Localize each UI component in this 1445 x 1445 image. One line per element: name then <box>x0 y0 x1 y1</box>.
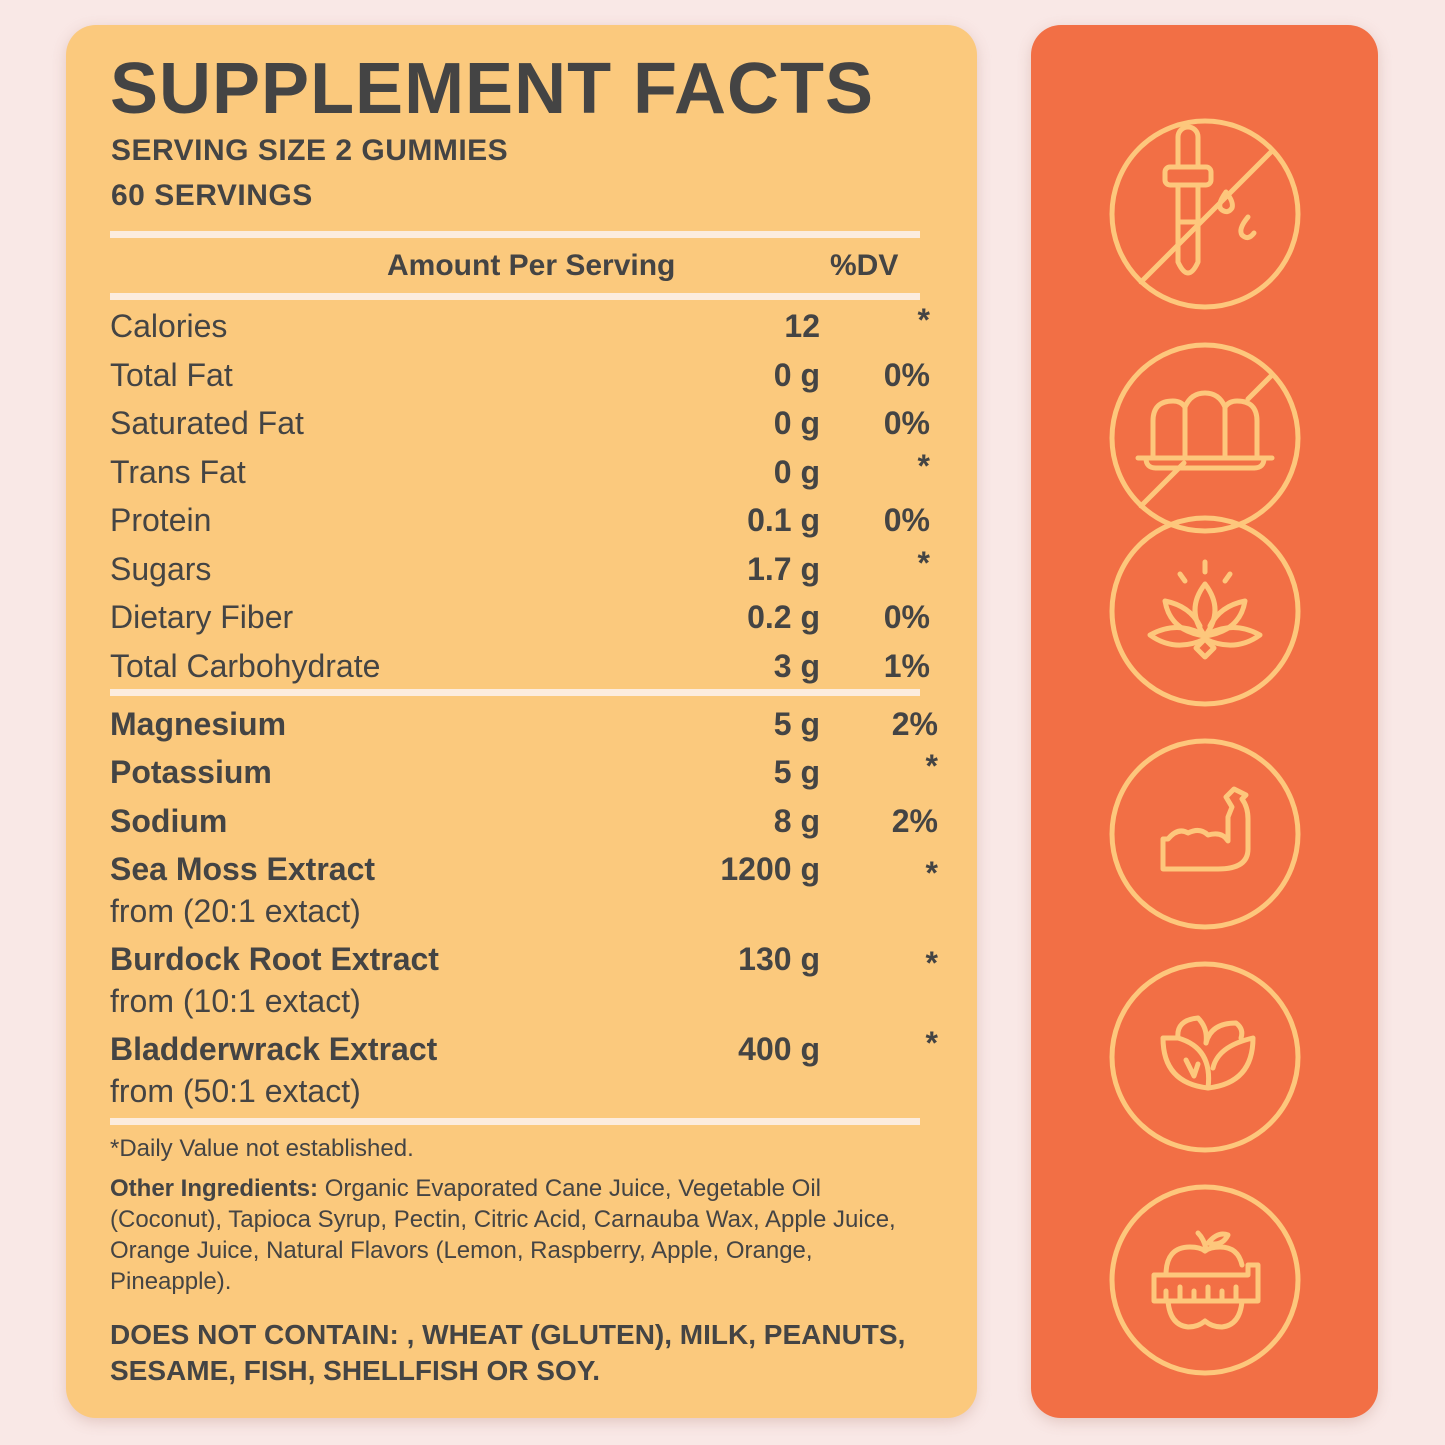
table-row: Magnesium 5 g 2% <box>110 702 938 746</box>
column-header-dv: %DV <box>830 249 899 282</box>
nutrient-dv: 0% <box>883 405 930 441</box>
nutrient-amount: 0 g <box>773 405 820 441</box>
nutrient-label: Saturated Fat <box>110 405 304 441</box>
table-row: Protein 0.1 g 0% <box>110 498 930 542</box>
ingredient-amount: 130 g <box>738 941 820 977</box>
other-ingredients: Other Ingredients: Organic Evaporated Ca… <box>110 1173 930 1297</box>
ingredient-amount: 8 g <box>773 803 820 839</box>
ingredient-dv: * <box>925 1025 938 1061</box>
nutrient-label: Total Carbohydrate <box>110 648 381 684</box>
nutrient-dv: 0% <box>883 599 930 635</box>
nutrient-amount: 3 g <box>773 648 820 684</box>
no-gelatin-icon <box>1108 341 1302 535</box>
ingredient-amount: 5 g <box>773 706 820 742</box>
table-row: Dietary Fiber 0.2 g 0% <box>110 595 930 639</box>
feature-badge-panel <box>1031 25 1378 1418</box>
other-ingredients-label: Other Ingredients: <box>110 1175 319 1202</box>
ingredient-amount: 5 g <box>773 754 820 790</box>
table-row: Sea Moss Extract from (20:1 extact) 1200… <box>110 847 938 929</box>
table-row: Bladderwrack Extract from (50:1 extact) … <box>110 1025 938 1109</box>
ingredient-dv: 2% <box>891 706 938 742</box>
divider <box>110 231 920 238</box>
allergen-statement: DOES NOT CONTAIN: , WHEAT (GLUTEN), MILK… <box>110 1319 906 1386</box>
table-row: Burdock Root Extract from (10:1 extact) … <box>110 937 938 1019</box>
nutrient-dv: 0% <box>883 357 930 393</box>
ingredient-dv: * <box>925 748 938 784</box>
nutrient-label: Dietary Fiber <box>110 599 294 635</box>
flexed-arm-icon <box>1108 737 1302 931</box>
ingredient-label: Bladderwrack Extract <box>110 1031 438 1067</box>
supplement-facts-card: SUPPLEMENT FACTS SERVING SIZE 2 GUMMIES … <box>66 25 977 1418</box>
ingredient-amount: 400 g <box>738 1031 820 1067</box>
ingredient-label: Sea Moss Extract <box>110 851 376 887</box>
lotus-icon <box>1108 514 1302 708</box>
daily-value-footnote: *Daily Value not established. <box>110 1135 414 1162</box>
ingredient-label: Potassium <box>110 754 272 790</box>
nutrient-dv: * <box>917 448 930 484</box>
ingredient-source: from (20:1 extact) <box>110 893 361 929</box>
divider <box>110 689 920 696</box>
table-row: Sodium 8 g 2% <box>110 799 938 843</box>
table-row: Trans Fat 0 g * <box>110 448 930 494</box>
ingredient-label: Sodium <box>110 803 228 839</box>
nutrient-label: Protein <box>110 502 212 538</box>
servings-count: 60 SERVINGS <box>111 179 313 212</box>
leaves-icon <box>1108 960 1302 1154</box>
table-row: Potassium 5 g * <box>110 748 938 794</box>
other-ingredients-text: Organic Evaporated Cane Juice, Vegetable… <box>110 1175 896 1295</box>
nutrient-amount: 1.7 g <box>747 551 820 587</box>
ingredient-source: from (50:1 extact) <box>110 1073 361 1109</box>
nutrient-label: Trans Fat <box>110 454 246 490</box>
table-row: Saturated Fat 0 g 0% <box>110 401 930 445</box>
ingredient-dv: * <box>925 945 938 981</box>
apple-measuring-tape-icon <box>1108 1183 1302 1377</box>
ingredient-source: from (10:1 extact) <box>110 983 361 1019</box>
ingredient-amount: 1200 g <box>720 851 820 887</box>
nutrient-dv: 0% <box>883 502 930 538</box>
ingredient-dv: * <box>925 855 938 891</box>
table-row: Total Carbohydrate 3 g 1% <box>110 644 930 688</box>
table-row: Total Fat 0 g 0% <box>110 353 930 397</box>
no-dropper-icon <box>1108 117 1302 311</box>
nutrient-dv: * <box>917 545 930 581</box>
nutrient-label: Calories <box>110 308 228 344</box>
column-header-amount: Amount Per Serving <box>387 249 676 282</box>
divider <box>110 293 920 300</box>
divider <box>110 1118 920 1125</box>
page-title: SUPPLEMENT FACTS <box>110 49 875 129</box>
serving-size: SERVING SIZE 2 GUMMIES <box>111 134 509 167</box>
nutrient-amount: 0 g <box>773 454 820 490</box>
nutrient-dv: * <box>917 302 930 338</box>
ingredient-label: Burdock Root Extract <box>110 941 439 977</box>
nutrient-label: Sugars <box>110 551 212 587</box>
table-row: Calories 12 * <box>110 302 930 348</box>
nutrient-amount: 0 g <box>773 357 820 393</box>
ingredient-dv: 2% <box>891 803 938 839</box>
nutrient-amount: 0.1 g <box>747 502 820 538</box>
nutrient-dv: 1% <box>883 648 930 684</box>
nutrient-label: Total Fat <box>110 357 233 393</box>
nutrient-amount: 0.2 g <box>747 599 820 635</box>
ingredient-label: Magnesium <box>110 706 287 742</box>
table-row: Sugars 1.7 g * <box>110 545 930 591</box>
nutrient-amount: 12 <box>784 308 820 344</box>
